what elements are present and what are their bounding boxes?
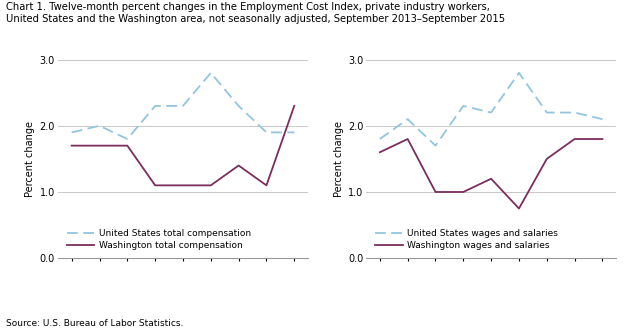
United States total compensation [290,130,298,134]
Washington wages and salaries [376,150,384,154]
Text: Source: U.S. Bureau of Labor Statistics.: Source: U.S. Bureau of Labor Statistics. [6,319,184,328]
Washington wages and salaries [571,137,578,141]
Legend: United States total compensation, Washington total compensation: United States total compensation, Washin… [67,229,251,250]
United States total compensation [263,130,270,134]
United States total compensation [235,104,243,108]
Washington wages and salaries [487,177,495,181]
Washington wages and salaries [515,207,523,211]
Washington total compensation [152,183,159,187]
Washington wages and salaries [431,190,439,194]
Legend: United States wages and salaries, Washington wages and salaries: United States wages and salaries, Washin… [376,229,558,250]
Y-axis label: Percent change: Percent change [334,121,343,197]
Washington total compensation [207,183,214,187]
United States wages and salaries [598,117,606,121]
Line: Washington total compensation: Washington total compensation [72,106,294,185]
United States total compensation [123,137,131,141]
Text: Chart 1. Twelve-month percent changes in the Employment Cost Index, private indu: Chart 1. Twelve-month percent changes in… [6,2,505,24]
United States total compensation [179,104,187,108]
Washington total compensation [290,104,298,108]
United States total compensation [207,71,214,75]
Washington total compensation [123,144,131,148]
United States total compensation [96,124,103,128]
United States wages and salaries [515,71,523,75]
United States wages and salaries [487,111,495,115]
Y-axis label: Percent change: Percent change [26,121,35,197]
United States wages and salaries [543,111,551,115]
Washington total compensation [68,144,76,148]
Washington total compensation [263,183,270,187]
Washington total compensation [96,144,103,148]
Line: United States wages and salaries: United States wages and salaries [380,73,602,146]
Washington wages and salaries [404,137,412,141]
United States wages and salaries [376,137,384,141]
United States wages and salaries [460,104,467,108]
Line: United States total compensation: United States total compensation [72,73,294,139]
United States wages and salaries [571,111,578,115]
Washington wages and salaries [598,137,606,141]
Washington wages and salaries [543,157,551,161]
United States total compensation [68,130,76,134]
Washington wages and salaries [460,190,467,194]
United States wages and salaries [404,117,412,121]
Washington total compensation [179,183,187,187]
Line: Washington wages and salaries: Washington wages and salaries [380,139,602,209]
Washington total compensation [235,164,243,167]
United States total compensation [152,104,159,108]
United States wages and salaries [431,144,439,148]
